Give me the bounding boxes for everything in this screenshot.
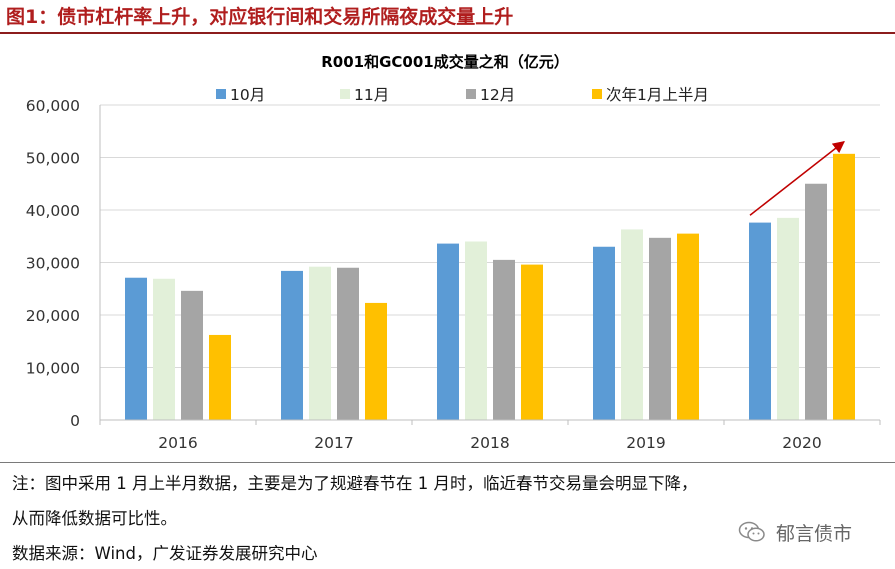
x-tick-label: 2019 <box>626 434 665 452</box>
bar-2018-series-2 <box>465 241 487 420</box>
chart-title: R001和GC001成交量之和（亿元） <box>321 53 569 71</box>
y-tick-label: 40,000 <box>26 202 80 220</box>
bar-2020-series-3 <box>805 183 827 420</box>
x-tick-label: 2017 <box>314 434 353 452</box>
bar-2020-series-2 <box>777 217 799 420</box>
trend-arrow <box>749 141 845 216</box>
data-source: 数据来源：Wind，广发证券发展研究中心 <box>12 544 318 563</box>
y-tick-label: 50,000 <box>26 150 80 168</box>
bar-2016-series-1 <box>125 277 147 420</box>
y-tick-label: 60,000 <box>26 97 80 115</box>
legend-swatch <box>340 89 350 99</box>
legend-label: 12月 <box>480 86 515 104</box>
legend-label: 11月 <box>354 86 389 104</box>
bar-2019-series-3 <box>649 237 671 420</box>
bar-chart: R001和GC001成交量之和（亿元） 0 10,000 20,000 30,000 40… <box>26 53 881 452</box>
wechat-icon <box>738 521 765 542</box>
watermark: 郁言债市 <box>738 519 888 545</box>
legend-label: 次年1月上半月 <box>606 86 709 104</box>
bar-2018-series-4 <box>521 264 543 420</box>
bar-2019-series-2 <box>621 229 643 420</box>
bar-2017-series-2 <box>309 266 331 420</box>
y-tick-label: 30,000 <box>26 255 80 273</box>
bar-2016-series-4 <box>209 334 231 420</box>
bar-2017-series-3 <box>337 267 359 420</box>
x-tick-label: 2018 <box>470 434 509 452</box>
y-tick-label: 20,000 <box>26 307 80 325</box>
watermark-text: 郁言债市 <box>776 523 853 545</box>
bar-2018-series-1 <box>437 243 459 420</box>
bar-2020-series-4 <box>833 153 855 420</box>
legend-swatch <box>216 89 226 99</box>
footer-divider <box>0 462 895 463</box>
bar-2016-series-2 <box>153 278 175 420</box>
x-tick-label: 2020 <box>782 434 821 452</box>
bar-2019-series-1 <box>593 246 615 420</box>
bar-2020-series-1 <box>749 222 771 420</box>
bar-2017-series-4 <box>365 302 387 420</box>
footnote-line-1: 注：图中采用 1 月上半月数据，主要是为了规避春节在 1 月时，临近春节交易量会… <box>12 474 698 493</box>
bar-2016-series-3 <box>181 290 203 420</box>
footnote-line-2: 从而降低数据可比性。 <box>12 509 177 528</box>
y-tick-label: 10,000 <box>26 360 80 378</box>
legend-swatch <box>466 89 476 99</box>
bar-2018-series-3 <box>493 259 515 420</box>
legend-swatch <box>592 89 602 99</box>
figure-header: 图1：债市杠杆率上升，对应银行间和交易所隔夜成交量上升 <box>0 0 895 34</box>
x-tick-label: 2016 <box>158 434 197 452</box>
y-tick-label: 0 <box>70 412 80 430</box>
bar-2019-series-4 <box>677 233 699 420</box>
bar-2017-series-1 <box>281 270 303 420</box>
legend-label: 10月 <box>230 86 265 104</box>
figure-title: 图1：债市杠杆率上升，对应银行间和交易所隔夜成交量上升 <box>6 6 514 28</box>
